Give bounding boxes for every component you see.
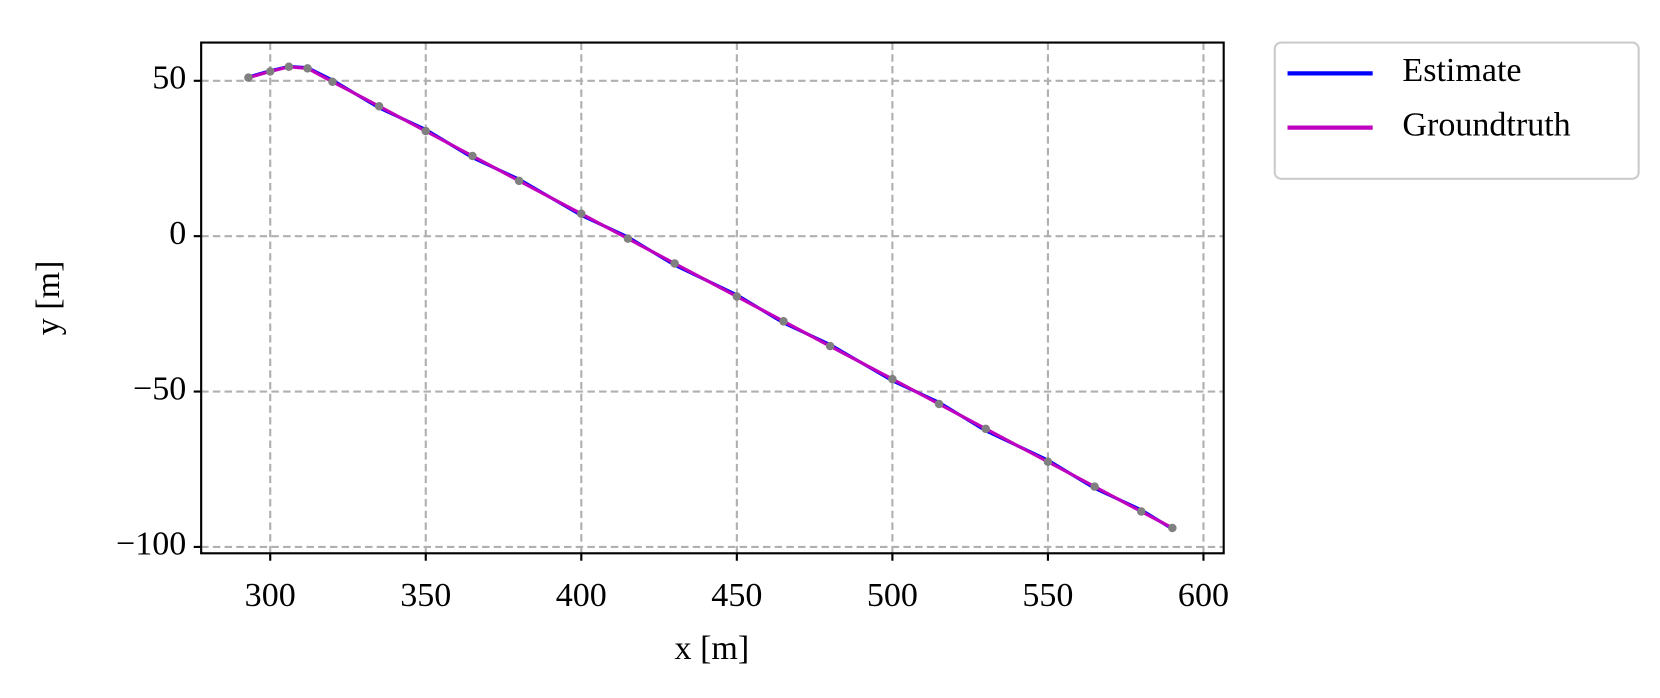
x-tick-label: 450 (711, 577, 762, 614)
point (934, 399, 944, 409)
point (328, 77, 337, 86)
point (284, 62, 294, 72)
x-tick-label: 550 (1022, 577, 1073, 614)
legend-label: Estimate (1402, 52, 1521, 89)
x-tick-label: 400 (556, 577, 607, 614)
point (1136, 507, 1146, 516)
x-tick-label: 600 (1178, 577, 1229, 614)
y-tick-label: −100 (116, 526, 186, 563)
point (244, 73, 253, 82)
point (1043, 457, 1053, 467)
line (248, 64, 1174, 531)
legend-box (1273, 41, 1640, 180)
point (981, 424, 990, 434)
point (1090, 482, 1099, 491)
point (779, 317, 788, 326)
point (732, 292, 742, 301)
y-tick-label: −50 (133, 370, 186, 407)
line (248, 65, 1174, 530)
point (514, 176, 524, 186)
point (1168, 523, 1177, 533)
x-tick-label: 300 (245, 577, 296, 614)
point (374, 102, 384, 111)
point (265, 67, 275, 76)
point (577, 209, 586, 219)
point (623, 234, 633, 243)
x-axis-label: x [m] (675, 630, 750, 667)
y-tick-label: 50 (152, 60, 186, 97)
plot-frame (200, 41, 1225, 555)
legend-label: Groundtruth (1402, 106, 1570, 143)
x-tick-label: 350 (400, 577, 451, 614)
point (670, 259, 679, 268)
x-tick-label: 500 (867, 577, 918, 614)
point (825, 341, 835, 351)
point (421, 126, 431, 136)
y-axis-label: y [m] (30, 261, 67, 336)
y-tick-label: 0 (169, 215, 186, 252)
point (468, 151, 477, 161)
point (303, 64, 312, 73)
point (888, 374, 897, 384)
